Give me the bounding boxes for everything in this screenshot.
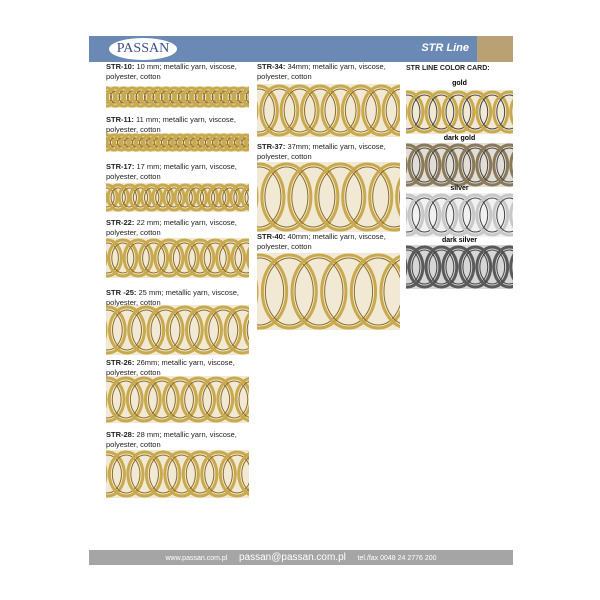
footer-phone: tel./fax 0048 24 2776 200	[357, 555, 437, 562]
footer-website[interactable]: www.passan.com.pl	[165, 555, 228, 562]
product-code: STR-26:	[106, 358, 135, 367]
product-desc: 11 mm; metallic yarn, viscose, polyester…	[106, 115, 236, 134]
product-label: STR-22: 22 mm; metallic yarn, viscose, p…	[106, 218, 256, 238]
color-name: silver	[450, 185, 469, 192]
braid-image	[257, 162, 400, 232]
braid-image	[106, 86, 249, 108]
color-swatch-image	[406, 245, 513, 289]
product-label: STR-26: 26mm; metallic yarn, viscose, po…	[106, 358, 256, 378]
product-label: STR -25: 25 mm; metallic yarn, viscose, …	[106, 288, 256, 308]
braid-image	[257, 253, 400, 330]
product-label: STR-11: 11 mm; metallic yarn, viscose, p…	[106, 115, 256, 135]
product-code: STR-11:	[106, 115, 134, 124]
braid-image	[106, 183, 249, 212]
product-label: STR-40: 40mm; metallic yarn, viscose, po…	[257, 232, 407, 252]
product-code: STR-37:	[257, 142, 286, 151]
braid-image	[106, 450, 249, 498]
passan-logo: PASSAN	[109, 38, 177, 60]
footer-email[interactable]: passan@passan.com.pl	[238, 552, 346, 563]
product-label: STR-10: 10 mm; metallic yarn, viscose, p…	[106, 62, 256, 82]
color-swatch-image	[406, 143, 513, 187]
product-code: STR -25:	[106, 288, 137, 297]
braid-image	[106, 133, 249, 152]
color-name: dark silver	[441, 237, 478, 244]
page-title: STR Line	[421, 42, 469, 54]
product-code: STR-40:	[257, 232, 286, 241]
color-swatch-image	[406, 193, 513, 237]
footer-bar: www.passan.com.pl passan@passan.com.pl t…	[89, 550, 513, 565]
color-card-title: STR LINE COLOR CARD:	[406, 65, 490, 72]
product-code: STR-17:	[106, 162, 135, 171]
product-label: STR-34: 34mm; metallic yarn, viscose, po…	[257, 62, 407, 82]
product-code: STR-10:	[106, 62, 135, 71]
product-code: STR-34:	[257, 62, 286, 71]
braid-image	[257, 84, 400, 137]
color-name: dark gold	[443, 135, 476, 142]
product-label: STR-28: 28 mm; metallic yarn, viscose, p…	[106, 430, 256, 450]
product-code: STR-28:	[106, 430, 135, 439]
product-label: STR-17: 17 mm; metallic yarn, viscose, p…	[106, 162, 256, 182]
product-desc: 25 mm; metallic yarn, viscose, polyester…	[106, 288, 239, 307]
product-desc: 34mm; metallic yarn, viscose, polyester,…	[257, 62, 386, 81]
braid-image	[106, 376, 249, 423]
product-desc: 40mm; metallic yarn, viscose, polyester,…	[257, 232, 386, 251]
product-desc: 17 mm; metallic yarn, viscose, polyester…	[106, 162, 237, 181]
product-code: STR-22:	[106, 218, 135, 227]
product-desc: 37mm; metallic yarn, viscose, polyester,…	[257, 142, 386, 161]
header-bar: PASSAN STR Line	[89, 36, 513, 62]
header-accent	[477, 36, 513, 62]
braid-image	[106, 238, 249, 278]
product-desc: 28 mm; metallic yarn, viscose, polyester…	[106, 430, 237, 449]
color-name: gold	[452, 80, 467, 87]
product-desc: 10 mm; metallic yarn, viscose, polyester…	[106, 62, 237, 81]
color-swatch-image	[406, 90, 513, 134]
product-desc: 26mm; metallic yarn, viscose, polyester,…	[106, 358, 235, 377]
product-desc: 22 mm; metallic yarn, viscose, polyester…	[106, 218, 237, 237]
braid-image	[106, 305, 249, 355]
product-label: STR-37: 37mm; metallic yarn, viscose, po…	[257, 142, 407, 162]
